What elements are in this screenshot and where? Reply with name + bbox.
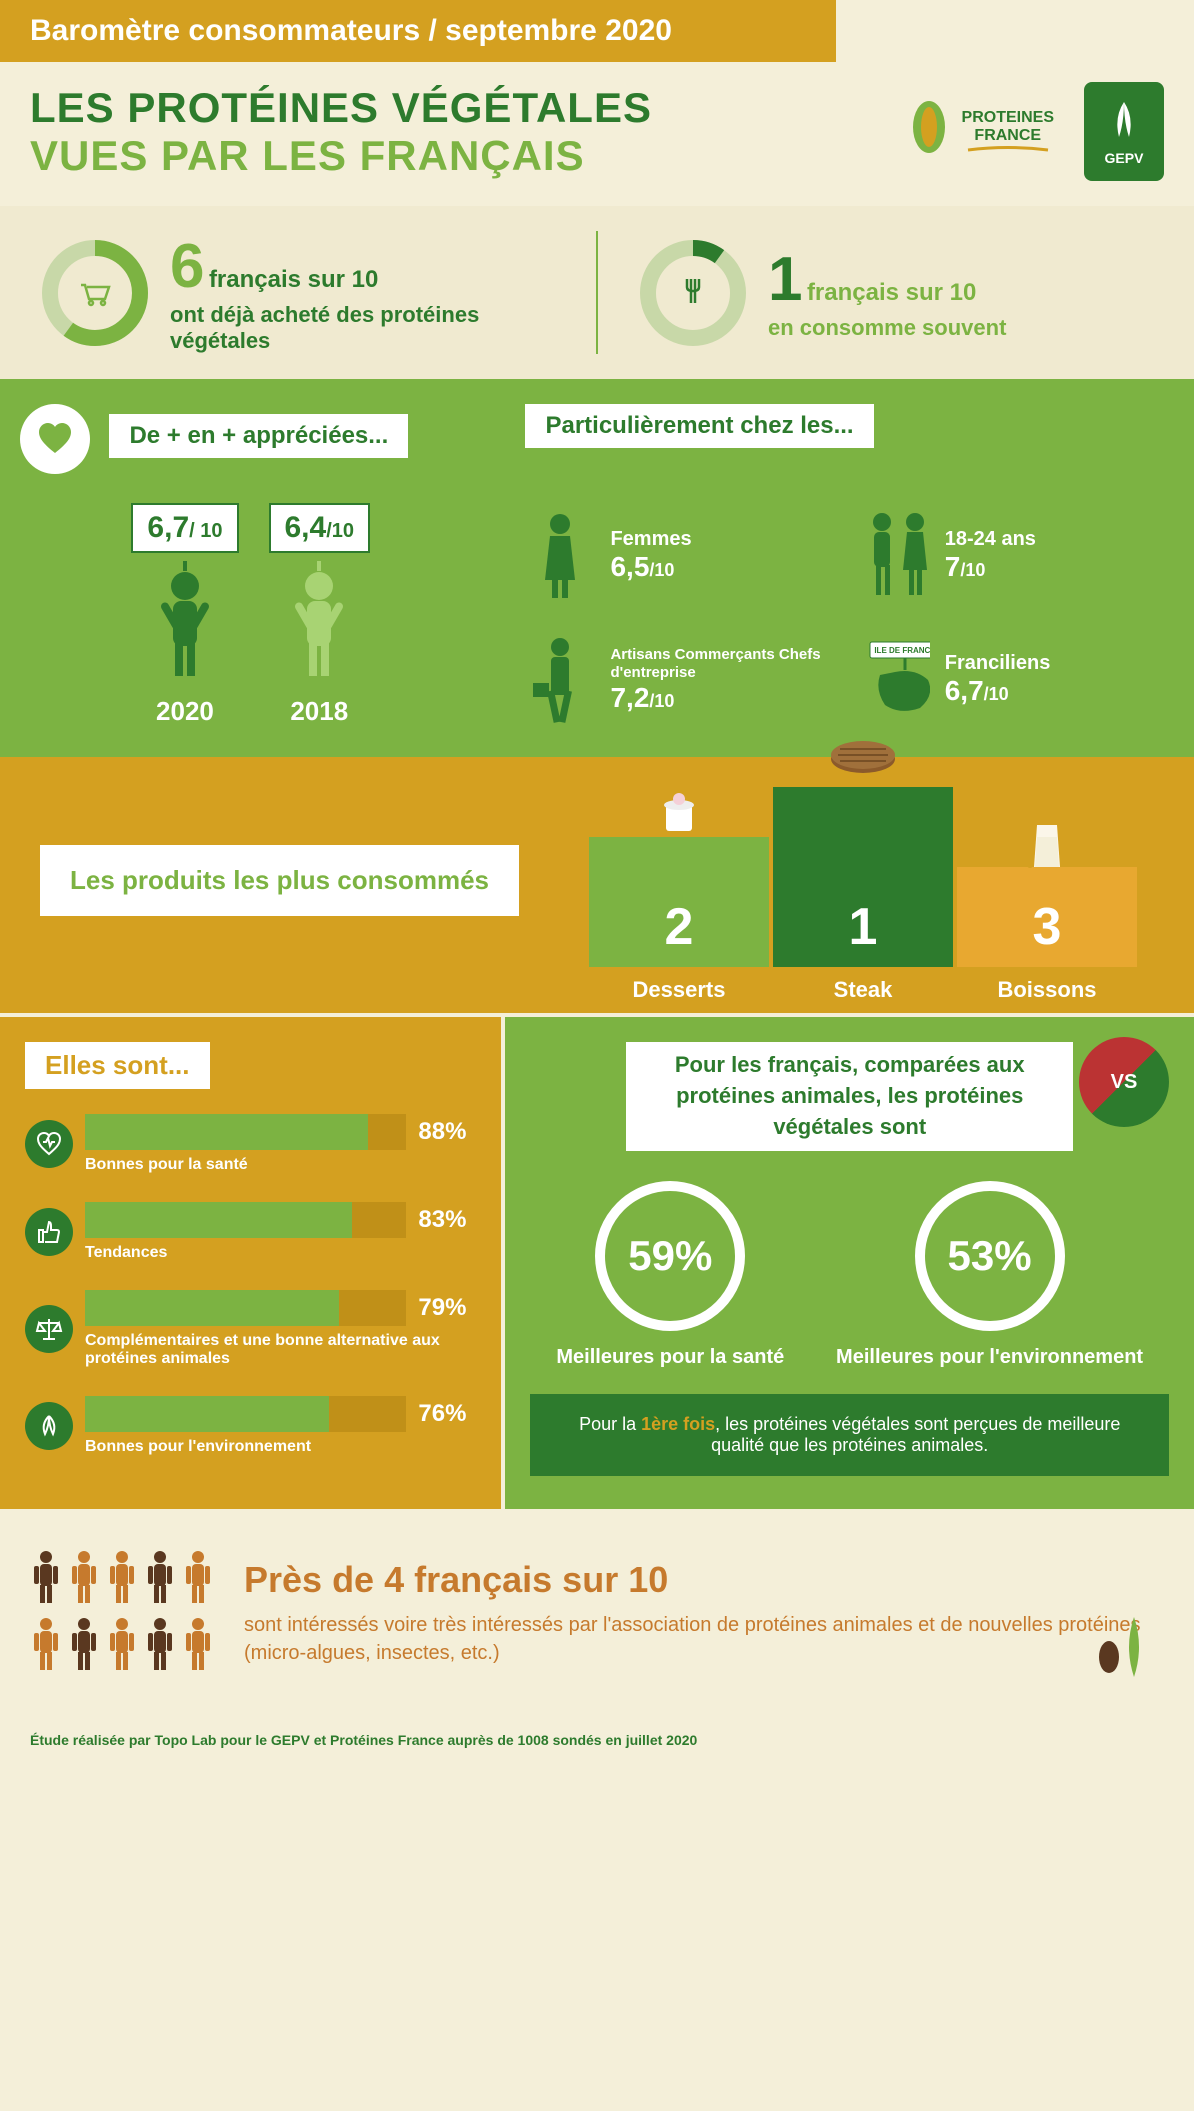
attribute-icon-scale (25, 1305, 73, 1353)
person-icon (106, 1616, 138, 1677)
demo-icon-idf: ILE DE FRANCE (860, 635, 930, 725)
footer-section: Près de 4 français sur 10 sont intéressé… (0, 1509, 1194, 1717)
circle-stat-0: 59% Meilleures pour la santé (556, 1181, 784, 1369)
demographics-label: Particulièrement chez les... (525, 404, 873, 448)
logo-proteines-france: PROTEINES FRANCE (904, 97, 1054, 167)
insect-leaf-icon (1094, 1607, 1154, 1687)
attribute-icon-leaf (25, 1402, 73, 1450)
people-icons (30, 1549, 214, 1677)
podium-bar-1: 1 Steak (773, 787, 953, 1013)
person-icon (68, 1549, 100, 1610)
donut-icon-cart (40, 238, 150, 348)
person-icon (144, 1616, 176, 1677)
attribute-bar-0: 88% Bonnes pour la santé (25, 1114, 476, 1174)
podium-bar-3: 3 Boissons (957, 867, 1137, 1013)
demo-item-0: Femmes 6,5/10 (525, 508, 839, 603)
score-person-2018: 6,4/10 2018 (269, 503, 371, 727)
podium-title: Les produits les plus consommés (40, 845, 519, 916)
attributes-section: Elles sont... 88% Bonnes pour la santé 8… (0, 1017, 501, 1509)
score-person-2020: 6,7/ 10 2020 (131, 503, 238, 727)
demo-item-2: Artisans Commerçants Chefs d'entreprise … (525, 632, 839, 727)
attribute-bar-3: 76% Bonnes pour l'environnement (25, 1396, 476, 1456)
attribute-icon-thumb (25, 1208, 73, 1256)
title-section: LES PROTÉINES VÉGÉTALES VUES PAR LES FRA… (0, 82, 1194, 206)
demo-icon-business (525, 635, 595, 725)
stat-block-0: 6 français sur 10 ont déjà acheté des pr… (40, 231, 598, 354)
logo-gepv: GEPV (1084, 82, 1164, 181)
footer-description: sont intéressés voire très intéressés pa… (244, 1611, 1164, 1667)
person-icon (68, 1616, 100, 1677)
demo-item-1: 18-24 ans 7/10 (860, 508, 1174, 603)
comparison-note: Pour la 1ère fois, les protéines végétal… (530, 1394, 1169, 1476)
podium-icon-steak (828, 737, 898, 782)
podium-bar-2: 2 Desserts (589, 837, 769, 1013)
logo-pf-text-1: PROTEINES (962, 109, 1054, 127)
title-line-1: LES PROTÉINES VÉGÉTALES (30, 84, 874, 132)
podium-section: Les produits les plus consommés 2 Desser… (0, 757, 1194, 1013)
source-text: Étude réalisée par Topo Lab pour le GEPV… (0, 1717, 1194, 1763)
logo-pf-text-2: FRANCE (974, 127, 1041, 145)
title-line-2: VUES PAR LES FRANÇAIS (30, 132, 874, 180)
comparison-title: Pour les français, comparées aux protéin… (626, 1042, 1073, 1150)
circle-stat-1: 53% Meilleures pour l'environnement (836, 1181, 1143, 1369)
stat-block-1: 1 français sur 10 en consomme souvent (638, 231, 1154, 354)
green-section: De + en + appréciées... 6,7/ 10 2020 6,4… (0, 379, 1194, 757)
demo-icon-woman (525, 510, 595, 600)
person-icon (182, 1616, 214, 1677)
person-icon (182, 1549, 214, 1610)
comparison-section: VS Pour les français, comparées aux prot… (505, 1017, 1194, 1509)
stats-top: 6 français sur 10 ont déjà acheté des pr… (0, 206, 1194, 379)
podium-icon-yogurt (654, 787, 704, 842)
header-bar: Baromètre consommateurs / septembre 2020 (0, 0, 836, 62)
donut-icon-fork (638, 238, 748, 348)
footer-headline: Près de 4 français sur 10 (244, 1559, 1164, 1601)
demo-icon-couple (860, 510, 930, 600)
attributes-title: Elles sont... (25, 1042, 210, 1089)
attribute-bar-1: 83% Tendances (25, 1202, 476, 1262)
attribute-bar-2: 79% Complémentaires et une bonne alterna… (25, 1290, 476, 1368)
person-icon (106, 1549, 138, 1610)
vs-badge: VS (1079, 1037, 1169, 1127)
podium-icon-glass (1022, 817, 1072, 882)
person-icon (30, 1616, 62, 1677)
svg-text:ILE DE FRANCE: ILE DE FRANCE (874, 646, 930, 655)
heart-icon (20, 404, 90, 474)
bottom-row: Elles sont... 88% Bonnes pour la santé 8… (0, 1017, 1194, 1509)
appreciation-label: De + en + appréciées... (109, 414, 408, 458)
person-icon (144, 1549, 176, 1610)
demo-item-3: ILE DE FRANCE Franciliens 6,7/10 (860, 632, 1174, 727)
attribute-icon-heart (25, 1120, 73, 1168)
person-icon (30, 1549, 62, 1610)
